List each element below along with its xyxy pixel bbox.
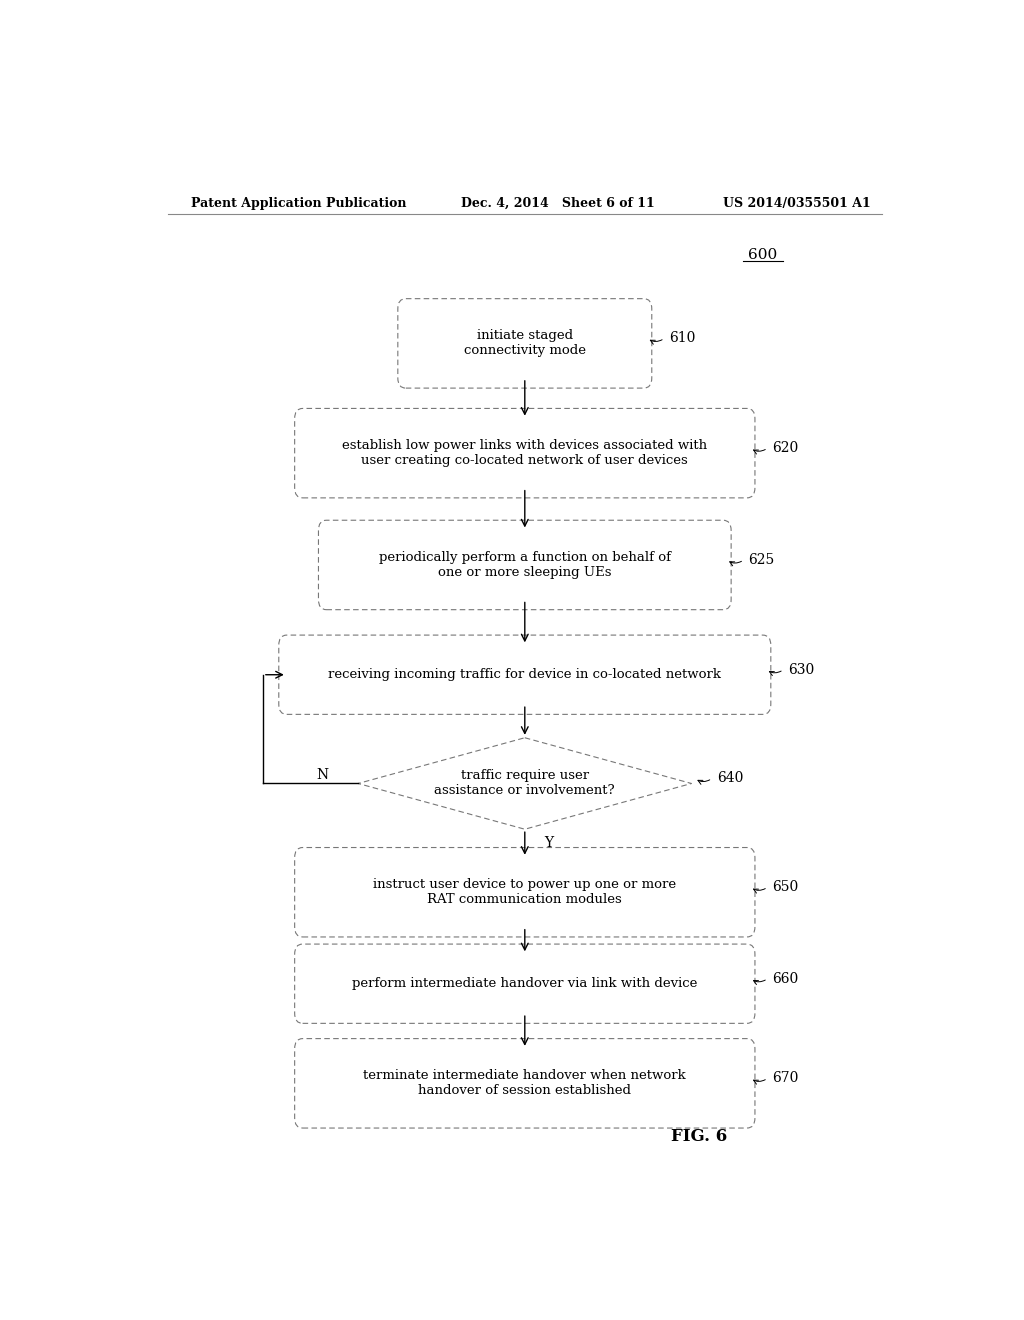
Text: instruct user device to power up one or more
RAT communication modules: instruct user device to power up one or … [373, 878, 677, 907]
Text: receiving incoming traffic for device in co-located network: receiving incoming traffic for device in… [329, 668, 721, 681]
FancyBboxPatch shape [397, 298, 651, 388]
FancyBboxPatch shape [295, 408, 755, 498]
FancyBboxPatch shape [295, 1039, 755, 1129]
Text: perform intermediate handover via link with device: perform intermediate handover via link w… [352, 977, 697, 990]
Text: initiate staged
connectivity mode: initiate staged connectivity mode [464, 330, 586, 358]
FancyBboxPatch shape [295, 944, 755, 1023]
Text: 660: 660 [772, 972, 799, 986]
Text: US 2014/0355501 A1: US 2014/0355501 A1 [723, 197, 871, 210]
Text: establish low power links with devices associated with
user creating co-located : establish low power links with devices a… [342, 440, 708, 467]
Text: Dec. 4, 2014   Sheet 6 of 11: Dec. 4, 2014 Sheet 6 of 11 [461, 197, 655, 210]
Text: 630: 630 [788, 663, 814, 677]
Text: 600: 600 [749, 248, 777, 261]
Text: 640: 640 [717, 771, 743, 785]
Text: terminate intermediate handover when network
handover of session established: terminate intermediate handover when net… [364, 1069, 686, 1097]
Text: 650: 650 [772, 880, 799, 894]
Text: 670: 670 [772, 1072, 799, 1085]
Text: FIG. 6: FIG. 6 [672, 1127, 727, 1144]
FancyBboxPatch shape [295, 847, 755, 937]
Text: traffic require user
assistance or involvement?: traffic require user assistance or invol… [434, 770, 615, 797]
Text: Y: Y [545, 837, 554, 850]
FancyBboxPatch shape [279, 635, 771, 714]
Text: 625: 625 [749, 553, 775, 566]
Text: periodically perform a function on behalf of
one or more sleeping UEs: periodically perform a function on behal… [379, 550, 671, 579]
Text: N: N [316, 768, 329, 783]
FancyBboxPatch shape [318, 520, 731, 610]
Text: 610: 610 [670, 331, 695, 346]
Text: 620: 620 [772, 441, 799, 455]
Polygon shape [358, 738, 691, 829]
Text: Patent Application Publication: Patent Application Publication [191, 197, 407, 210]
